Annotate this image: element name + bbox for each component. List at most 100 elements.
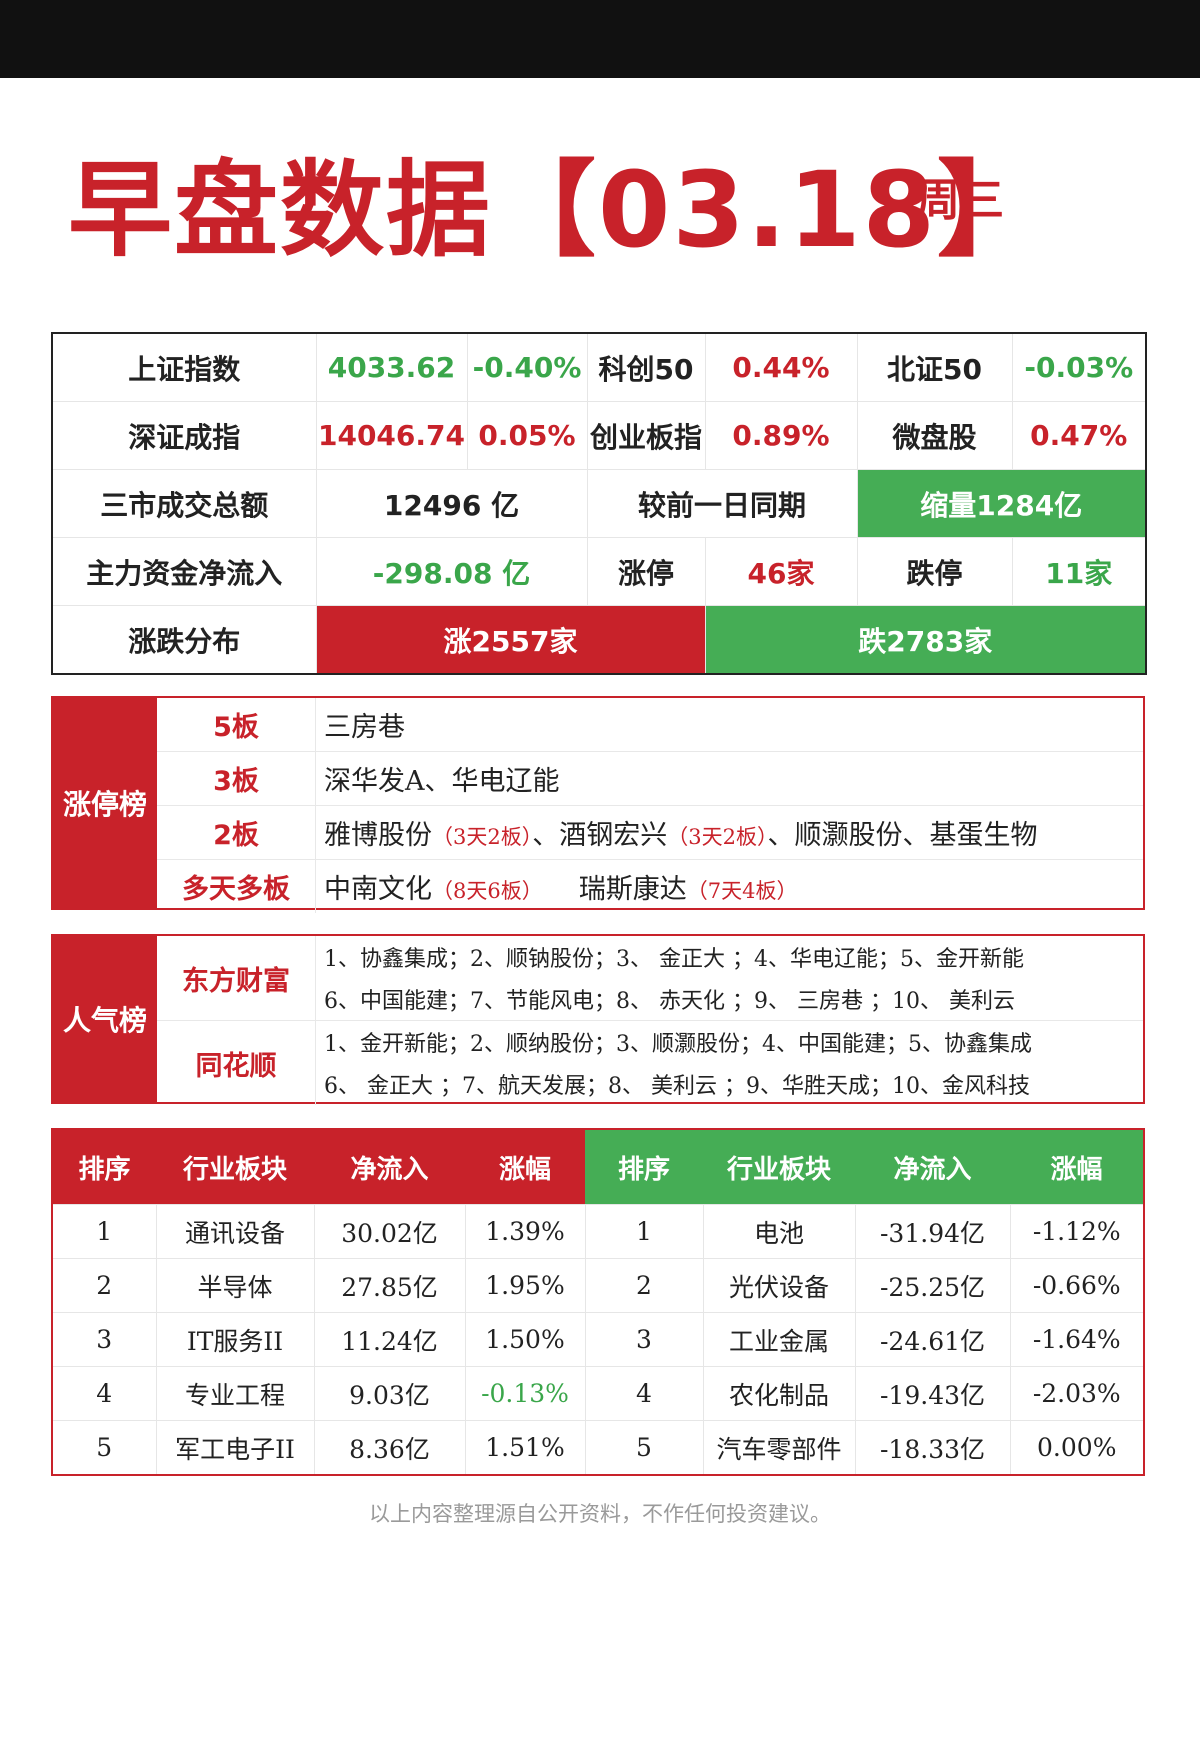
stock-name: 雅博股份 <box>324 820 432 851</box>
stock-note: （3天2板） <box>667 825 768 849</box>
table-row: 4 专业工程 9.03亿 -0.13% 4 农化制品 -19.43亿 -2.03… <box>51 1366 1145 1421</box>
list-item: 2板 雅博股份（3天2板）、酒钢宏兴（3天2板）、顺灏股份、基蛋生物 <box>157 806 1143 860</box>
table-row: 2 半导体 27.85亿 1.95% 2 光伏设备 -25.25亿 -0.66% <box>51 1258 1145 1313</box>
stock-name: 瑞斯康达 <box>578 874 687 905</box>
limit-up-count: 46家 <box>704 537 858 606</box>
sector-flow-table: 排序 行业板块 净流入 涨幅 排序 行业板块 净流入 涨幅 1 通讯设备 30.… <box>51 1128 1145 1476</box>
list-item: 东方财富 1、协鑫集成；2、顺钠股份；3、 金正大 ；4、华电辽能；5、金开新能… <box>157 936 1143 1021</box>
disclaimer-footer: 以上内容整理源自公开资料，不作任何投资建议。 <box>369 1502 831 1526</box>
turnover-compare-label: 较前一日同期 <box>586 469 858 538</box>
title-text: 早盘数据【03.18】 <box>68 149 1043 271</box>
ranking-line: 1、金开新能；2、顺纳股份；3、顺灏股份；4、中国能建；5、协鑫集成 <box>324 1032 1032 1057</box>
sector-name-cell: 通讯设备 <box>155 1204 315 1259</box>
sector-name-cell: 专业工程 <box>155 1366 315 1421</box>
change-cell: -1.64% <box>1009 1312 1145 1367</box>
index-value: 14046.74 <box>315 401 468 470</box>
table-row: 涨跌分布 涨2557家 跌2783家 <box>51 605 1147 675</box>
rank-cell: 2 <box>584 1258 704 1313</box>
table-row: 深证成指 14046.74 0.05% 创业板指 0.89% 微盘股 0.47% <box>51 401 1147 470</box>
turnover-compare-value: 缩量1284亿 <box>856 469 1147 538</box>
col-header: 行业板块 <box>156 1129 314 1205</box>
change-cell: 1.95% <box>464 1258 586 1313</box>
net-flow-cell: 11.24亿 <box>313 1312 466 1367</box>
fall-count: 跌2783家 <box>704 605 1147 675</box>
limit-up-board-title: 涨停榜 <box>53 698 157 908</box>
col-header: 涨幅 <box>1010 1129 1144 1205</box>
rank-cell: 4 <box>51 1366 157 1421</box>
source-label: 同花顺 <box>157 1021 316 1105</box>
net-flow-value: -298.08 亿 <box>315 537 588 606</box>
rise-count: 涨2557家 <box>315 605 706 675</box>
turnover-label: 三市成交总额 <box>51 469 317 538</box>
index-label: 创业板指 <box>586 401 706 470</box>
top-bar <box>0 0 1200 78</box>
sector-name-cell: IT服务II <box>155 1312 315 1367</box>
index-value: 4033.62 <box>315 332 468 402</box>
rank-cell: 3 <box>51 1312 157 1367</box>
board-stocks: 深华发A、华电辽能 <box>324 766 560 797</box>
sector-name-cell: 军工电子II <box>155 1420 315 1476</box>
net-flow-cell: -19.43亿 <box>854 1366 1011 1421</box>
change-cell: 0.00% <box>1009 1420 1145 1476</box>
index-change: -0.03% <box>1011 332 1147 402</box>
sector-name-cell: 光伏设备 <box>702 1258 856 1313</box>
sector-name-cell: 电池 <box>702 1204 856 1259</box>
sector-name-cell: 汽车零部件 <box>702 1420 856 1476</box>
page-title: 早盘数据【03.18】 周三 <box>68 150 1043 270</box>
popularity-board-title: 人气榜 <box>53 936 157 1102</box>
index-label: 北证50 <box>856 332 1013 402</box>
rank-cell: 5 <box>51 1420 157 1476</box>
popularity-board: 人气榜 东方财富 1、协鑫集成；2、顺钠股份；3、 金正大 ；4、华电辽能；5、… <box>51 934 1145 1105</box>
board-stocks: 中南文化（8天6板） 瑞斯康达（7天4板） <box>316 867 797 906</box>
net-flow-cell: -18.33亿 <box>854 1420 1011 1476</box>
limit-up-board: 涨停榜 5板 三房巷 3板 深华发A、华电辽能 2板 雅博股份（3天2板）、酒钢… <box>51 696 1145 913</box>
rank-cell: 2 <box>51 1258 157 1313</box>
table-row: 上证指数 4033.62 -0.40% 科创50 0.44% 北证50 -0.0… <box>51 332 1147 402</box>
ranking-line: 6、中国能建；7、节能风电；8、 赤天化 ；9、 三房巷 ；10、 美利云 <box>324 989 1015 1014</box>
list-item: 5板 三房巷 <box>157 698 1143 752</box>
separator: 、 <box>532 820 560 851</box>
sector-name-cell: 工业金属 <box>702 1312 856 1367</box>
net-flow-cell: 9.03亿 <box>313 1366 466 1421</box>
ranking-line: 1、协鑫集成；2、顺钠股份；3、 金正大 ；4、华电辽能；5、金开新能 <box>324 947 1024 972</box>
rank-cell: 5 <box>584 1420 704 1476</box>
weekday-label: 周三 <box>916 175 1004 226</box>
change-cell: -1.12% <box>1009 1204 1145 1259</box>
list-item: 多天多板 中南文化（8天6板） 瑞斯康达（7天4板） <box>157 860 1143 913</box>
limit-up-label: 涨停 <box>586 537 706 606</box>
source-label: 东方财富 <box>157 936 316 1020</box>
net-flow-cell: -24.61亿 <box>854 1312 1011 1367</box>
change-cell: -0.13% <box>464 1366 586 1421</box>
table-row: 3 IT服务II 11.24亿 1.50% 3 工业金属 -24.61亿 -1.… <box>51 1312 1145 1367</box>
index-change: 0.44% <box>704 332 858 402</box>
index-label: 微盘股 <box>856 401 1013 470</box>
col-header: 行业板块 <box>703 1129 855 1205</box>
net-flow-cell: 30.02亿 <box>313 1204 466 1259</box>
market-overview-table: 上证指数 4033.62 -0.40% 科创50 0.44% 北证50 -0.0… <box>51 332 1147 675</box>
board-level-label: 2板 <box>157 806 316 859</box>
table-row: 1 通讯设备 30.02亿 1.39% 1 电池 -31.94亿 -1.12% <box>51 1204 1145 1259</box>
index-label: 深证成指 <box>51 401 317 470</box>
ranking-line: 6、 金正大 ；7、航天发展；8、 美利云 ；9、华胜天成；10、金风科技 <box>324 1074 1030 1099</box>
net-flow-cell: 27.85亿 <box>313 1258 466 1313</box>
stock-note: （3天2板） <box>432 825 533 849</box>
change-cell: 1.50% <box>464 1312 586 1367</box>
stock-names: 、顺灏股份、基蛋生物 <box>767 820 1038 851</box>
stock-note: （7天4板） <box>686 879 798 903</box>
index-change: 0.89% <box>704 401 858 470</box>
limit-down-count: 11家 <box>1011 537 1147 606</box>
net-flow-label: 主力资金净流入 <box>51 537 317 606</box>
board-stocks: 三房巷 <box>324 712 405 743</box>
rank-cell: 1 <box>51 1204 157 1259</box>
stock-name: 中南文化 <box>324 874 432 905</box>
index-change: 0.05% <box>466 401 588 470</box>
board-level-label: 多天多板 <box>157 860 316 913</box>
col-header: 排序 <box>585 1129 703 1205</box>
index-change: -0.40% <box>466 332 588 402</box>
change-cell: 1.39% <box>464 1204 586 1259</box>
rank-cell: 3 <box>584 1312 704 1367</box>
stock-note: （8天6板） <box>432 879 543 903</box>
col-header: 净流入 <box>314 1129 465 1205</box>
rank-cell: 4 <box>584 1366 704 1421</box>
col-header: 净流入 <box>855 1129 1010 1205</box>
